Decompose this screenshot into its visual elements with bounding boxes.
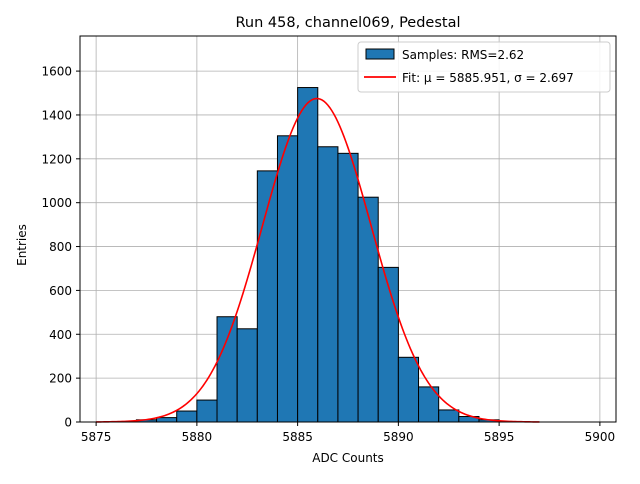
y-tick-label: 600 [49,284,72,298]
y-tick-label: 1600 [41,65,72,79]
legend-fit-label: Fit: μ = 5885.951, σ = 2.697 [402,71,574,85]
chart-title: Run 458, channel069, Pedestal [235,15,460,31]
y-tick-label: 1400 [41,108,72,122]
x-tick-label: 5900 [585,430,616,444]
y-axis-label: Entries [15,224,29,266]
y-tick-label: 1000 [41,196,72,210]
histogram-bar [438,409,460,423]
legend-samples-swatch [365,48,395,60]
fit-curve-layer [96,97,540,423]
legend: Samples: RMS=2.62 Fit: μ = 5885.951, σ =… [357,41,611,93]
histogram-bar [216,316,238,423]
x-axis-ticks: 5875 5880 5885 5890 5895 5900 [81,422,615,444]
y-tick-label: 0 [64,416,72,430]
histogram-bar [337,152,359,423]
y-axis-ticks: 0 200 400 600 800 1000 1200 1400 1600 [41,65,80,430]
histogram-bar [276,135,299,423]
x-tick-label: 5890 [383,430,414,444]
legend-box [357,41,611,93]
legend-samples-label: Samples: RMS=2.62 [402,48,524,62]
x-axis-label: ADC Counts [312,451,384,465]
histogram-bar [236,328,258,423]
x-tick-label: 5880 [182,430,213,444]
histogram-bar [357,196,379,423]
histogram-bar [156,417,178,423]
y-tick-label: 400 [49,328,72,342]
x-tick-label: 5885 [282,430,313,444]
histogram-bar [317,146,339,423]
histogram-bar [297,87,319,423]
y-tick-label: 200 [49,372,72,386]
axes-frame [79,35,617,423]
y-tick-label: 1200 [41,152,72,166]
y-tick-label: 800 [49,240,72,254]
x-tick-label: 5895 [484,430,515,444]
histogram-bar [377,266,399,423]
histogram-bar [196,399,218,423]
x-tick-label: 5875 [81,430,112,444]
fit-curve [96,97,540,423]
histogram-bar [176,410,198,423]
histogram-bar [397,356,420,423]
